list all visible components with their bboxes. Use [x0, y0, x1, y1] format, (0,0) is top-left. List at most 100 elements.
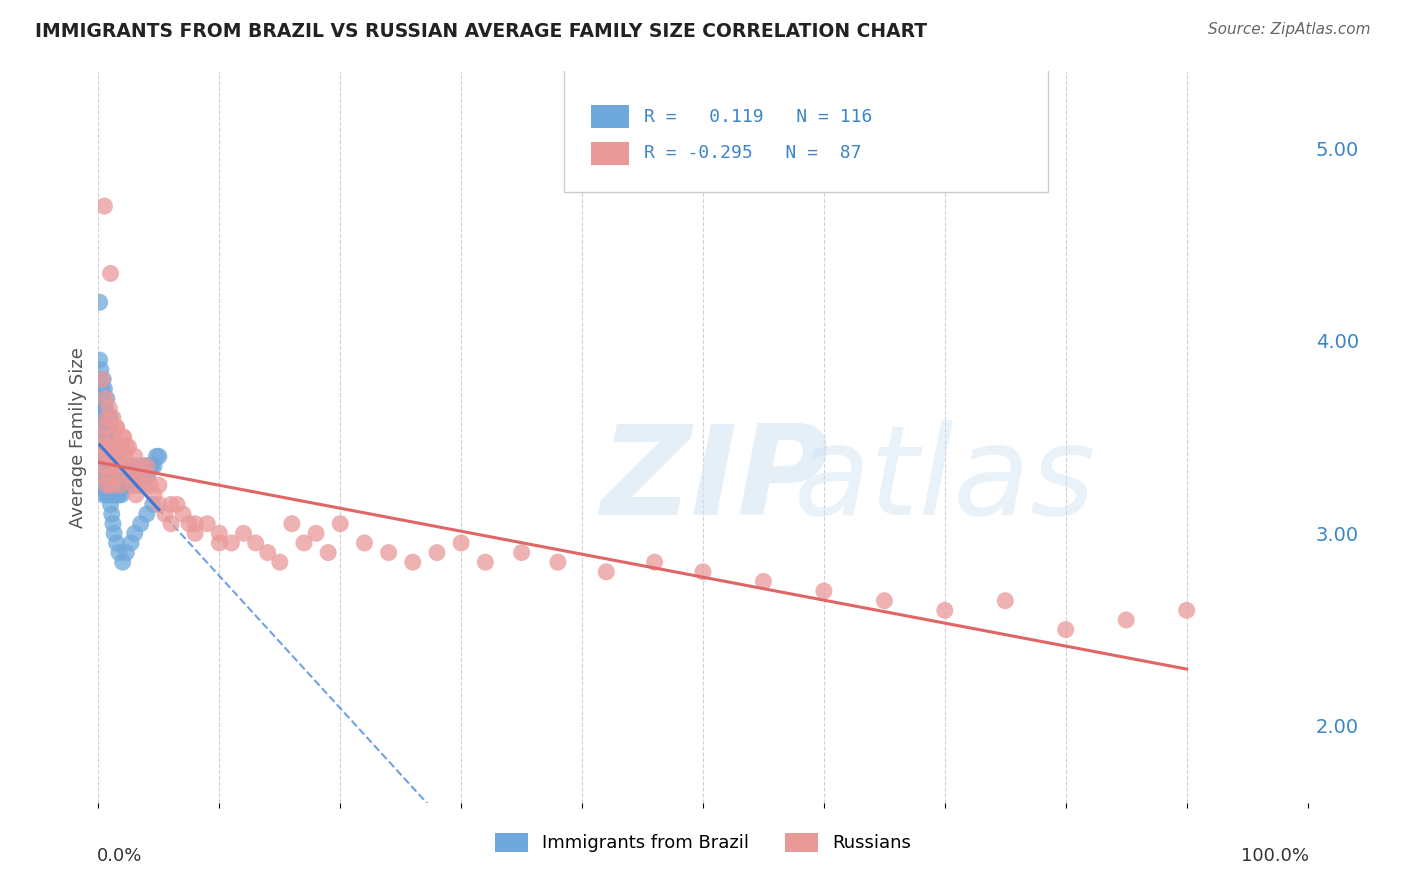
Point	[426, 545, 449, 559]
Point	[97, 430, 120, 444]
Point	[110, 468, 132, 483]
Point	[122, 478, 145, 492]
Point	[114, 458, 136, 473]
Point	[89, 468, 111, 483]
Point	[112, 468, 135, 483]
Point	[96, 410, 118, 425]
Point	[129, 458, 152, 473]
Point	[105, 536, 128, 550]
Point	[90, 372, 112, 386]
Point	[195, 516, 218, 531]
Point	[94, 478, 117, 492]
Point	[134, 458, 156, 473]
Point	[125, 488, 148, 502]
Point	[148, 498, 170, 512]
Point	[474, 555, 496, 569]
Point	[98, 440, 121, 454]
Point	[127, 458, 149, 473]
Point	[93, 410, 115, 425]
Point	[111, 458, 134, 473]
Point	[115, 468, 138, 483]
Point	[450, 536, 472, 550]
Point	[120, 468, 142, 483]
Point	[110, 440, 132, 454]
Point	[142, 498, 165, 512]
Point	[115, 545, 138, 559]
Point	[353, 536, 375, 550]
Point	[100, 410, 122, 425]
Point	[108, 488, 131, 502]
Point	[91, 458, 114, 473]
Point	[100, 478, 122, 492]
Point	[104, 440, 127, 454]
Point	[120, 468, 142, 483]
Point	[91, 401, 114, 416]
Point	[117, 478, 139, 492]
Point	[100, 498, 122, 512]
Point	[91, 372, 114, 386]
Point	[91, 420, 114, 434]
Point	[91, 450, 114, 464]
Point	[1175, 603, 1198, 617]
Point	[100, 468, 122, 483]
Point	[129, 516, 152, 531]
Point	[89, 353, 111, 368]
Point	[96, 488, 118, 502]
Point	[124, 478, 146, 492]
Point	[96, 478, 118, 492]
Point	[873, 593, 896, 607]
Point	[100, 267, 122, 281]
Point	[108, 458, 131, 473]
Point	[91, 410, 114, 425]
FancyBboxPatch shape	[564, 70, 1047, 192]
Point	[107, 458, 129, 473]
Point	[124, 450, 146, 464]
Point	[141, 458, 163, 473]
Point	[96, 468, 118, 483]
Point	[281, 516, 304, 531]
Point	[813, 584, 835, 599]
Text: 0.0%: 0.0%	[97, 847, 142, 864]
Point	[135, 507, 157, 521]
Point	[111, 555, 134, 569]
Point	[1054, 623, 1077, 637]
Text: IMMIGRANTS FROM BRAZIL VS RUSSIAN AVERAGE FAMILY SIZE CORRELATION CHART: IMMIGRANTS FROM BRAZIL VS RUSSIAN AVERAG…	[35, 22, 928, 41]
Point	[135, 468, 157, 483]
Point	[105, 468, 128, 483]
Point	[108, 545, 131, 559]
Point	[100, 488, 122, 502]
Point	[934, 603, 956, 617]
Point	[402, 555, 425, 569]
Point	[100, 440, 122, 454]
Point	[94, 458, 117, 473]
Point	[93, 382, 115, 396]
Point	[105, 488, 128, 502]
Point	[105, 450, 128, 464]
Point	[122, 468, 145, 483]
Point	[292, 536, 315, 550]
Point	[108, 468, 131, 483]
Point	[208, 536, 231, 550]
Point	[91, 440, 114, 454]
Point	[97, 478, 120, 492]
Point	[96, 392, 118, 406]
Legend: Immigrants from Brazil, Russians: Immigrants from Brazil, Russians	[488, 826, 918, 860]
Point	[148, 478, 170, 492]
Point	[103, 526, 125, 541]
Point	[112, 430, 135, 444]
Point	[208, 526, 231, 541]
Point	[94, 450, 117, 464]
Point	[127, 468, 149, 483]
Point	[143, 488, 166, 502]
Point	[128, 478, 150, 492]
Text: R =   0.119   N = 116: R = 0.119 N = 116	[644, 108, 872, 126]
Point	[145, 450, 167, 464]
Point	[160, 516, 183, 531]
Point	[114, 450, 136, 464]
Point	[91, 382, 114, 396]
Point	[117, 458, 139, 473]
Point	[184, 526, 207, 541]
Point	[97, 458, 120, 473]
Point	[114, 478, 136, 492]
Point	[547, 555, 569, 569]
